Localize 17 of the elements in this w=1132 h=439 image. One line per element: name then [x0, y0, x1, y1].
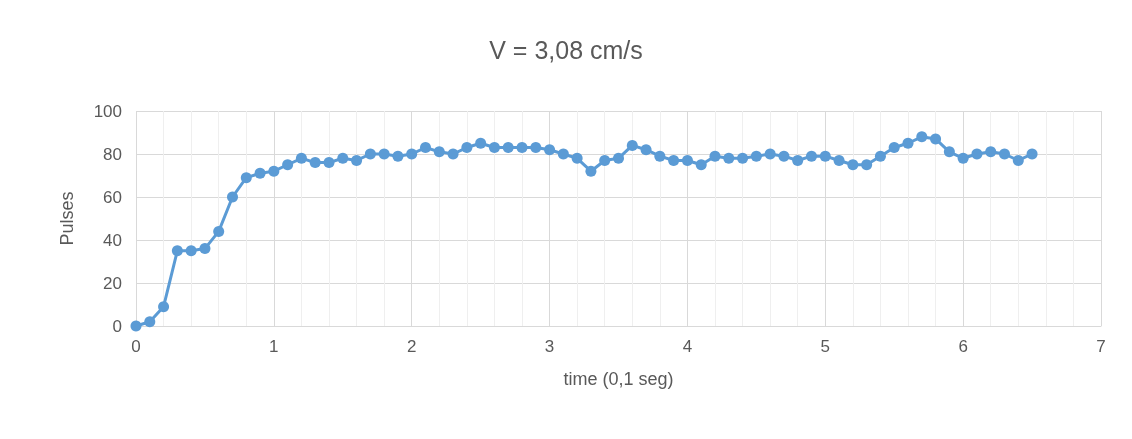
y-tick-label: 40	[103, 230, 122, 250]
x-tick-label: 1	[269, 337, 279, 356]
x-tick-label: 0	[131, 337, 141, 356]
y-tick-label: 20	[103, 273, 122, 293]
x-axis-title: time (0,1 seg)	[563, 369, 674, 389]
y-tick-label: 60	[103, 187, 122, 207]
chart-title: V = 3,08 cm/s	[489, 35, 643, 64]
y-tick-label: 100	[93, 101, 122, 121]
x-tick-label: 7	[1096, 337, 1106, 356]
y-axis-title: Pulses	[57, 191, 77, 246]
y-tick-label: 80	[103, 144, 122, 164]
x-tick-label: 6	[958, 337, 968, 356]
y-tick-label: 0	[112, 316, 122, 336]
x-tick-label: 5	[820, 337, 831, 356]
x-tick-label: 2	[406, 337, 417, 356]
x-tick-label: 4	[682, 337, 693, 356]
x-tick-label: 3	[544, 337, 555, 356]
